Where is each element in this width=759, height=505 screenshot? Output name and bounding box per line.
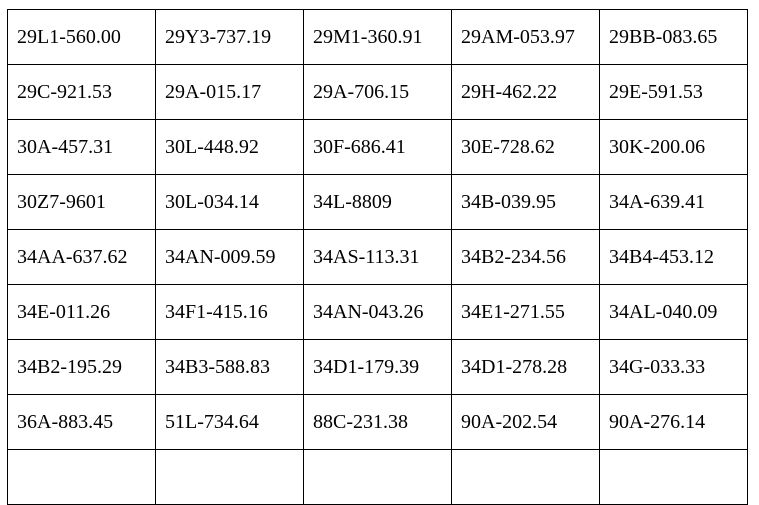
table-cell — [303, 449, 452, 505]
table-cell: 34AA-637.62 — [7, 229, 156, 285]
table-cell: 34G-033.33 — [599, 339, 748, 395]
table-row: 30Z7-9601 30L-034.14 34L-8809 34B-039.95 34A… — [7, 174, 748, 230]
table-cell: 30K-200.06 — [599, 119, 748, 175]
table-cell: 30Z7-9601 — [7, 174, 156, 230]
table-cell: 29E-591.53 — [599, 64, 748, 120]
table-cell: 34D1-179.39 — [303, 339, 452, 395]
table-cell — [155, 449, 304, 505]
table-cell: 30L-448.92 — [155, 119, 304, 175]
table-cell: 30A-457.31 — [7, 119, 156, 175]
table-cell: 34D1-278.28 — [451, 339, 600, 395]
table-cell: 29C-921.53 — [7, 64, 156, 120]
table-cell: 34AN-009.59 — [155, 229, 304, 285]
table-cell: 36A-883.45 — [7, 394, 156, 450]
table-cell: 90A-202.54 — [451, 394, 600, 450]
table-cell: 34AS-113.31 — [303, 229, 452, 285]
table-cell: 34A-639.41 — [599, 174, 748, 230]
table-cell: 29Y3-737.19 — [155, 9, 304, 65]
table-cell: 29L1-560.00 — [7, 9, 156, 65]
table-row: 29C-921.53 29A-015.17 29A-706.15 29H-462.22… — [7, 64, 748, 120]
table-cell: 34B3-588.83 — [155, 339, 304, 395]
table-cell: 90A-276.14 — [599, 394, 748, 450]
table-row: 34AA-637.62 34AN-009.59 34AS-113.31 34B2-23… — [7, 229, 748, 285]
table-row: 36A-883.45 51L-734.64 88C-231.38 90A-202.54… — [7, 394, 748, 450]
table-cell: 34L-8809 — [303, 174, 452, 230]
table-cell: 34F1-415.16 — [155, 284, 304, 340]
table-row: 29L1-560.00 29Y3-737.19 29M1-360.91 29AM-05… — [7, 9, 748, 65]
table-row-partial — [7, 449, 748, 505]
table-cell: 34E1-271.55 — [451, 284, 600, 340]
table-cell: 29A-015.17 — [155, 64, 304, 120]
table-row: 34E-011.26 34F1-415.16 34AN-043.26 34E1-271… — [7, 284, 748, 340]
table-cell: 29AM-053.97 — [451, 9, 600, 65]
table-cell: 34B4-453.12 — [599, 229, 748, 285]
table-body: 29L1-560.00 29Y3-737.19 29M1-360.91 29AM-05… — [7, 9, 748, 505]
table-cell: 30L-034.14 — [155, 174, 304, 230]
table-cell: 34AL-040.09 — [599, 284, 748, 340]
table-cell: 51L-734.64 — [155, 394, 304, 450]
table-cell: 30F-686.41 — [303, 119, 452, 175]
table-cell — [451, 449, 600, 505]
table-cell: 29H-462.22 — [451, 64, 600, 120]
table-cell: 34B-039.95 — [451, 174, 600, 230]
table-cell — [7, 449, 156, 505]
table-row: 34B2-195.29 34B3-588.83 34D1-179.39 34D1-27… — [7, 339, 748, 395]
table-row: 30A-457.31 30L-448.92 30F-686.41 30E-728.62… — [7, 119, 748, 175]
table-cell: 34B2-234.56 — [451, 229, 600, 285]
license-plate-table: 29L1-560.00 29Y3-737.19 29M1-360.91 29AM-05… — [7, 9, 748, 505]
table-cell: 34E-011.26 — [7, 284, 156, 340]
table-cell: 34B2-195.29 — [7, 339, 156, 395]
table-cell: 88C-231.38 — [303, 394, 452, 450]
table-cell — [599, 449, 748, 505]
table-cell: 29BB-083.65 — [599, 9, 748, 65]
table-cell: 30E-728.62 — [451, 119, 600, 175]
table-cell: 29M1-360.91 — [303, 9, 452, 65]
table-cell: 34AN-043.26 — [303, 284, 452, 340]
table-cell: 29A-706.15 — [303, 64, 452, 120]
